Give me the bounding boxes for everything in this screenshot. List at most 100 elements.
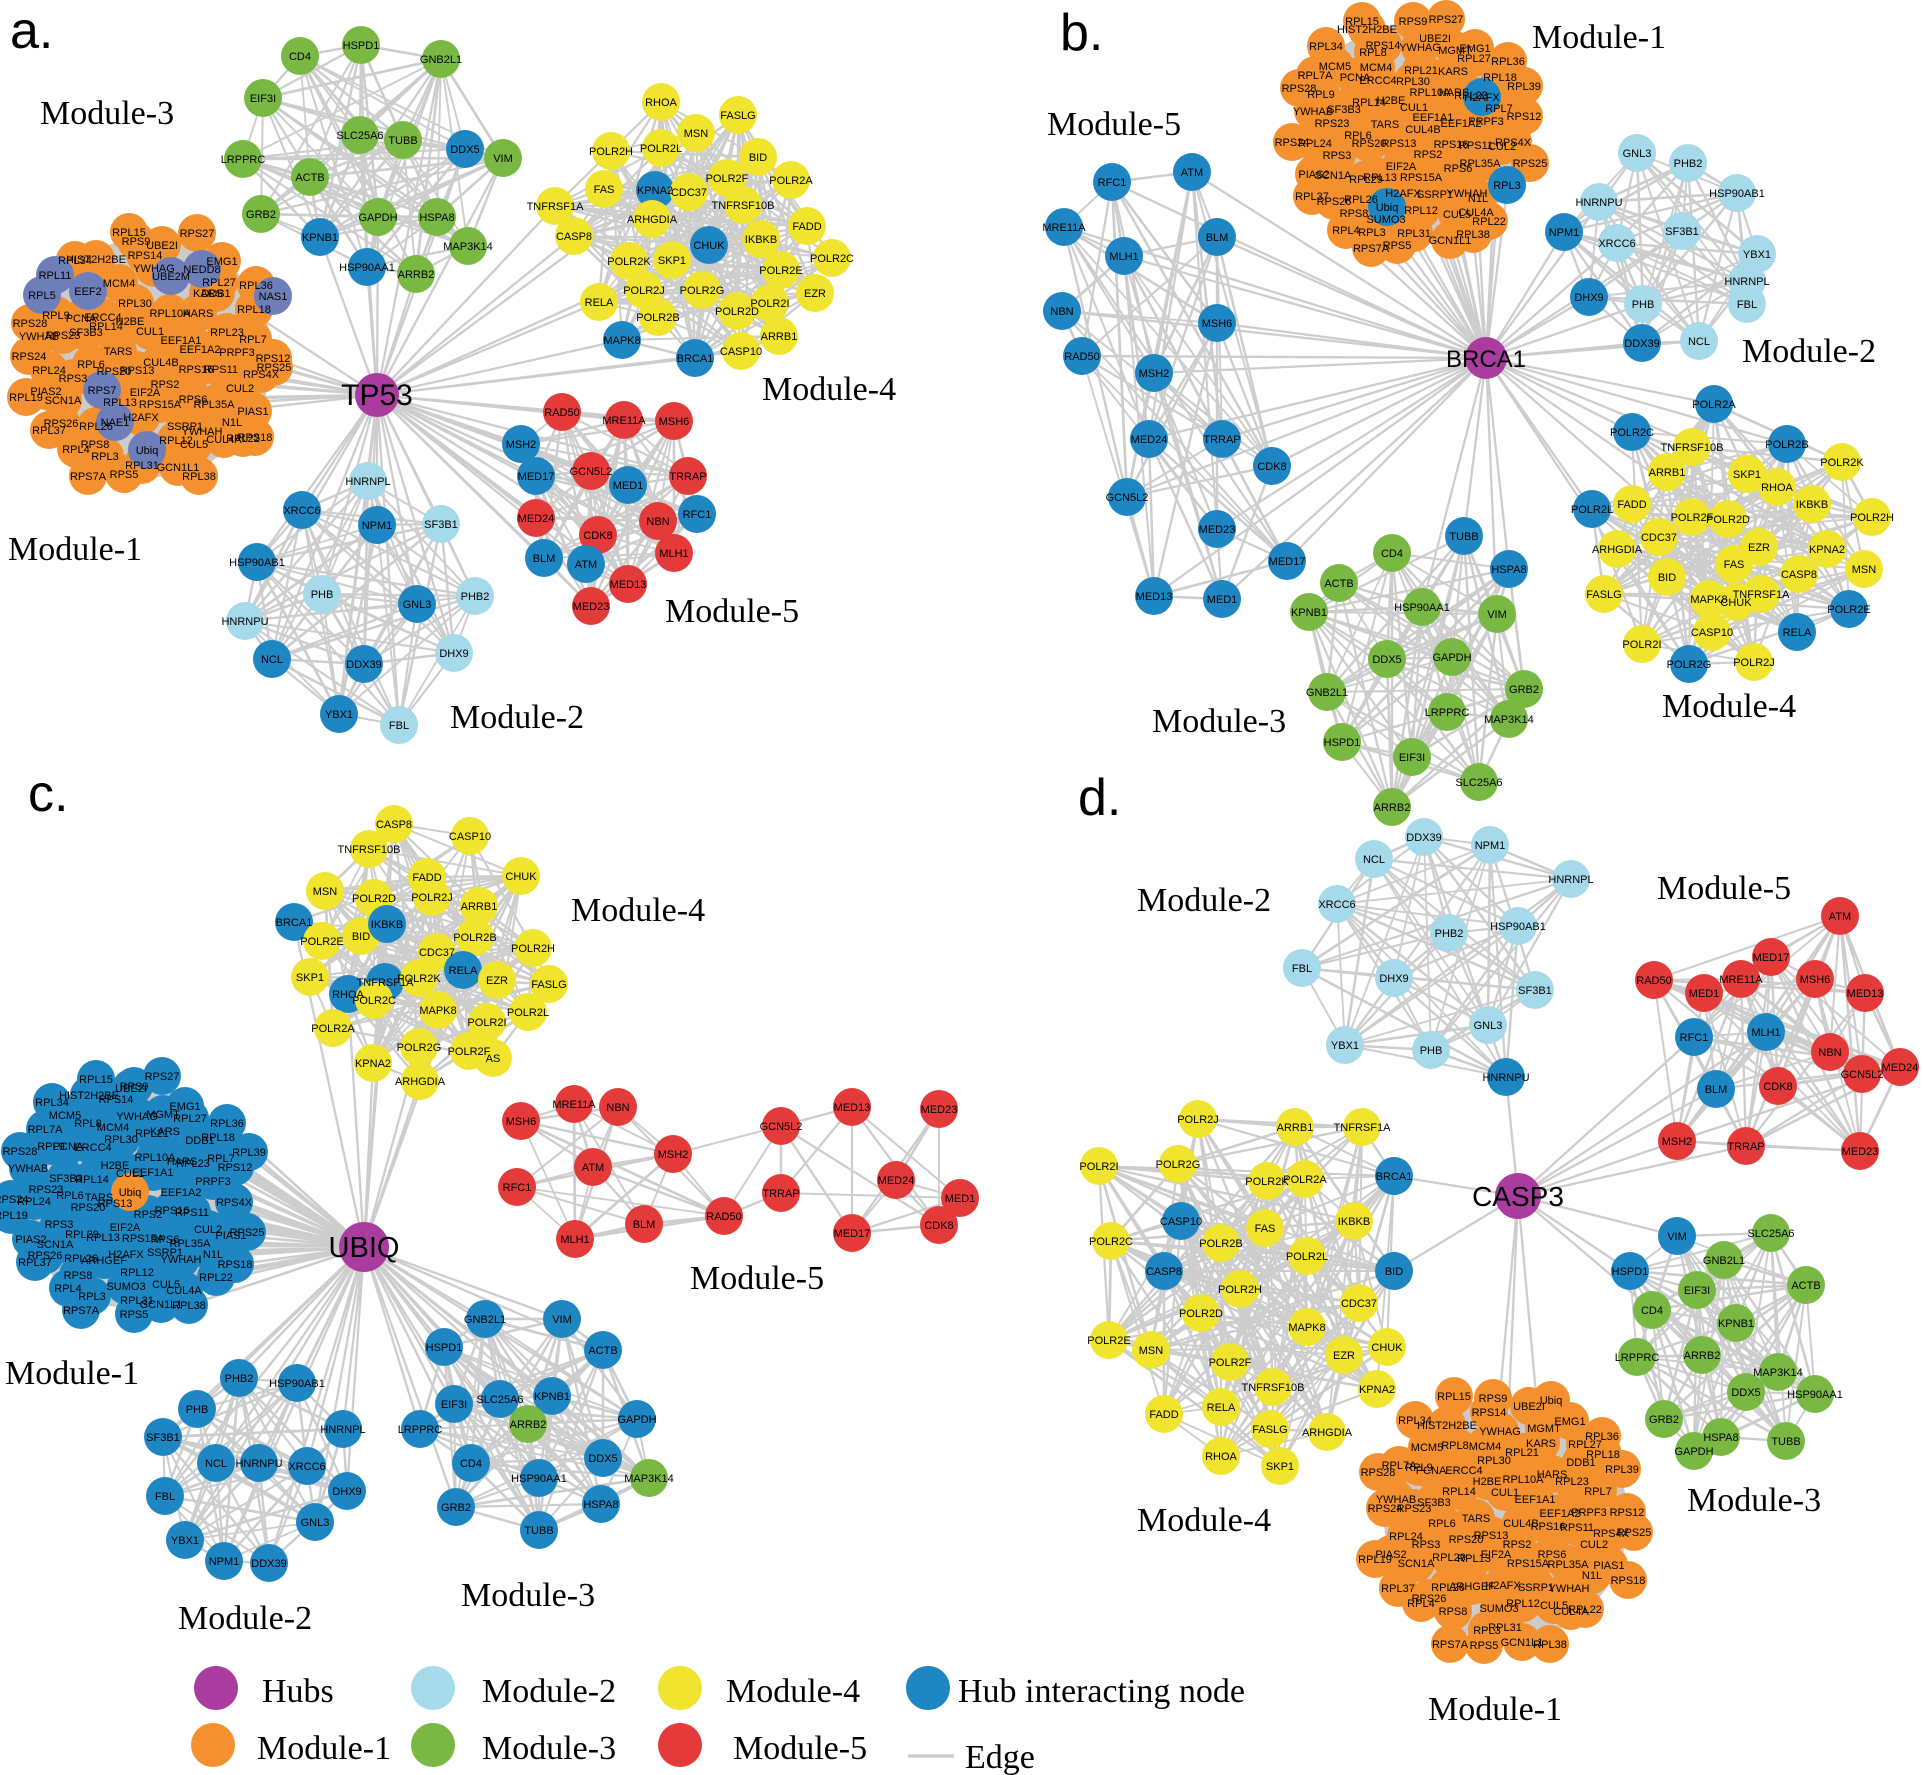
- svg-text:RPL29: RPL29: [65, 1229, 99, 1241]
- svg-text:DDX39: DDX39: [346, 659, 381, 671]
- svg-text:CDK8: CDK8: [583, 530, 612, 542]
- svg-text:RPL34: RPL34: [1398, 1415, 1432, 1427]
- svg-text:MCM5: MCM5: [1319, 61, 1351, 73]
- svg-text:RPL3: RPL3: [78, 1291, 106, 1303]
- svg-text:RPL22: RPL22: [199, 1272, 233, 1284]
- svg-text:TUBB: TUBB: [1771, 1436, 1800, 1448]
- svg-text:RPL23: RPL23: [1454, 90, 1488, 102]
- svg-text:GNB2L1: GNB2L1: [1306, 687, 1348, 699]
- svg-text:POLR2G: POLR2G: [680, 285, 725, 297]
- svg-text:KPNA2: KPNA2: [1359, 1384, 1395, 1396]
- svg-text:POLR2B: POLR2B: [636, 312, 679, 324]
- svg-text:RPL4: RPL4: [1407, 1598, 1435, 1610]
- svg-text:FASLG: FASLG: [1586, 589, 1621, 601]
- svg-text:ERCC4: ERCC4: [74, 1142, 111, 1154]
- svg-text:LRPPRC: LRPPRC: [1615, 1352, 1660, 1364]
- svg-text:RPL35A: RPL35A: [1460, 158, 1502, 170]
- svg-text:RPS7: RPS7: [88, 385, 117, 397]
- svg-text:PIAS1: PIAS1: [1593, 1560, 1624, 1572]
- svg-text:H2AFX: H2AFX: [1485, 1580, 1521, 1592]
- svg-text:FBL: FBL: [1737, 299, 1757, 311]
- svg-text:RPS2: RPS2: [134, 1209, 163, 1221]
- svg-text:CUL5: CUL5: [152, 1279, 180, 1291]
- svg-text:SCN1A: SCN1A: [37, 1239, 74, 1251]
- svg-text:RPS4X: RPS4X: [243, 369, 280, 381]
- svg-text:EZR: EZR: [1748, 542, 1770, 554]
- svg-text:HSPD1: HSPD1: [426, 1342, 463, 1354]
- svg-text:FAS: FAS: [1255, 1223, 1276, 1235]
- svg-text:HIST2H2BE: HIST2H2BE: [59, 1090, 119, 1102]
- svg-text:BRCA1: BRCA1: [1446, 346, 1526, 373]
- svg-text:NCL: NCL: [205, 1458, 227, 1470]
- svg-text:CD4: CD4: [460, 1458, 482, 1470]
- svg-text:RPS23: RPS23: [1397, 1503, 1432, 1515]
- svg-text:EEF1A1: EEF1A1: [161, 335, 202, 347]
- svg-text:RPL21: RPL21: [135, 1128, 169, 1140]
- svg-text:RPS6: RPS6: [151, 1234, 180, 1246]
- svg-text:FBL: FBL: [389, 720, 409, 732]
- svg-text:ARHGEF: ARHGEF: [81, 1255, 127, 1267]
- svg-text:ATM: ATM: [1829, 911, 1851, 923]
- svg-text:SF3B3: SF3B3: [49, 1173, 83, 1185]
- svg-text:CUL5: CUL5: [1443, 209, 1471, 221]
- svg-text:PIAS1: PIAS1: [215, 1230, 246, 1242]
- svg-text:GNB2L1: GNB2L1: [420, 54, 462, 66]
- svg-text:YWHAB: YWHAB: [1293, 106, 1333, 118]
- svg-text:RPS6: RPS6: [1444, 163, 1473, 175]
- svg-text:POLR2I: POLR2I: [750, 298, 789, 310]
- svg-text:RPL24: RPL24: [17, 1196, 51, 1208]
- svg-text:POLR2L: POLR2L: [640, 143, 682, 155]
- svg-text:SCN1A: SCN1A: [1315, 170, 1352, 182]
- svg-text:MED1: MED1: [1689, 988, 1720, 1000]
- svg-text:RPS25: RPS25: [257, 362, 292, 374]
- svg-text:SKP1: SKP1: [1733, 469, 1761, 481]
- svg-text:GNB2L1: GNB2L1: [464, 1314, 506, 1326]
- svg-text:RPL36: RPL36: [1585, 1431, 1619, 1443]
- svg-text:YWHAG: YWHAG: [116, 1111, 158, 1123]
- svg-text:MSH2: MSH2: [658, 1149, 689, 1161]
- svg-text:GNL3: GNL3: [301, 1517, 330, 1529]
- svg-text:RFC1: RFC1: [1098, 177, 1127, 189]
- svg-text:RPS16: RPS16: [155, 1205, 190, 1217]
- svg-text:PCNA: PCNA: [53, 1141, 84, 1153]
- svg-text:MCM4: MCM4: [97, 1122, 129, 1134]
- svg-text:Module-1: Module-1: [1532, 19, 1666, 56]
- svg-text:HNRNPL: HNRNPL: [320, 1424, 365, 1436]
- svg-text:H2BE: H2BE: [116, 316, 145, 328]
- svg-text:ARRB2: ARRB2: [1374, 802, 1411, 814]
- svg-text:NBN: NBN: [606, 1102, 629, 1114]
- svg-text:ARRB1: ARRB1: [461, 901, 498, 913]
- svg-text:MED1: MED1: [1207, 594, 1238, 606]
- svg-text:VIM: VIM: [1487, 609, 1507, 621]
- svg-text:RPS3: RPS3: [1412, 1539, 1441, 1551]
- svg-text:RPS20: RPS20: [1449, 1534, 1484, 1546]
- svg-text:NPM1: NPM1: [209, 1556, 240, 1568]
- svg-text:CHUK: CHUK: [1371, 1342, 1403, 1354]
- svg-text:RPL7A: RPL7A: [1298, 70, 1334, 82]
- svg-text:RPS26: RPS26: [28, 1250, 63, 1262]
- svg-text:GCN5L2: GCN5L2: [760, 1121, 803, 1133]
- svg-text:RPL7A: RPL7A: [28, 1124, 64, 1136]
- svg-text:Module-3: Module-3: [482, 1730, 616, 1767]
- svg-text:RPS8: RPS8: [1439, 1606, 1468, 1618]
- svg-text:Module-1: Module-1: [257, 1730, 391, 1767]
- svg-text:ARHGDIA: ARHGDIA: [1302, 1427, 1353, 1439]
- svg-text:POLR2I: POLR2I: [1622, 639, 1661, 651]
- svg-text:TNFRSF10B: TNFRSF10B: [1242, 1382, 1305, 1394]
- svg-text:SSRP1: SSRP1: [1518, 1582, 1554, 1594]
- svg-text:RPL14: RPL14: [75, 1174, 109, 1186]
- svg-text:YBX1: YBX1: [1743, 249, 1771, 261]
- svg-text:POLR2A: POLR2A: [769, 175, 813, 187]
- svg-text:GRB2: GRB2: [246, 209, 276, 221]
- svg-text:CHUK: CHUK: [1720, 597, 1752, 609]
- svg-text:Module-5: Module-5: [1657, 870, 1791, 907]
- svg-text:RPS6: RPS6: [179, 394, 208, 406]
- svg-text:RPS26: RPS26: [1317, 196, 1352, 208]
- svg-text:PHB: PHB: [186, 1404, 209, 1416]
- svg-text:Module-2: Module-2: [1742, 333, 1876, 370]
- svg-text:HIST2H2BE: HIST2H2BE: [1337, 24, 1397, 36]
- svg-text:CDC37: CDC37: [1341, 1298, 1377, 1310]
- svg-text:RPS12: RPS12: [1507, 111, 1542, 123]
- svg-text:RAD50: RAD50: [1636, 975, 1671, 987]
- svg-text:RPS5: RPS5: [120, 1309, 149, 1321]
